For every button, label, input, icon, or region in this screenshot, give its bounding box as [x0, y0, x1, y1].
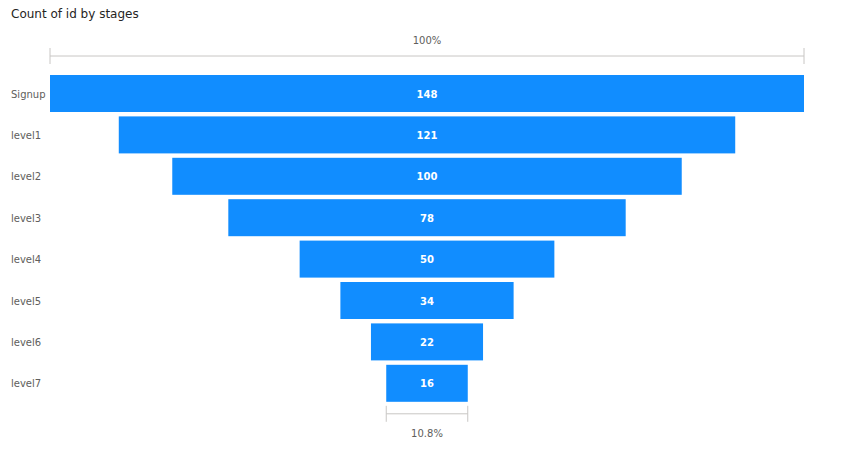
data-label: 121 [417, 130, 438, 141]
funnel-bar [172, 158, 681, 195]
annotation: 10.8% [411, 428, 443, 439]
data-label: 100 [417, 171, 438, 182]
bracket-end [386, 406, 387, 422]
category-label: level7 [11, 378, 41, 389]
category-label: level2 [11, 171, 41, 182]
funnel-bar [340, 282, 513, 319]
funnel-bar [386, 365, 468, 402]
category-label: level6 [11, 337, 41, 348]
funnel-bar [300, 241, 555, 278]
data-label: 148 [417, 89, 438, 100]
funnel-bar [50, 75, 804, 112]
data-label: 50 [420, 254, 434, 265]
bracket-end [467, 406, 468, 422]
category-label: level5 [11, 296, 41, 307]
bracket-end [804, 48, 805, 64]
data-label: 78 [420, 213, 434, 224]
funnel-bars [50, 75, 804, 402]
annotation: 100% [413, 35, 442, 46]
category-label: level1 [11, 130, 41, 141]
category-label: level4 [11, 254, 41, 265]
funnel-bar [228, 199, 625, 236]
funnel-bar [371, 323, 483, 360]
category-label: Signup [11, 89, 46, 100]
chart: Count of id by stages Signup level1 level2 l… [0, 0, 855, 475]
data-label: 16 [420, 378, 434, 389]
data-label: 22 [420, 337, 434, 348]
bracket-end [50, 48, 51, 64]
data-label: 34 [420, 296, 434, 307]
funnel-bar [119, 116, 735, 153]
bracket-line [50, 56, 804, 57]
chart-title: Count of id by stages [11, 7, 139, 21]
bracket-line [386, 413, 468, 414]
category-label: level3 [11, 213, 41, 224]
